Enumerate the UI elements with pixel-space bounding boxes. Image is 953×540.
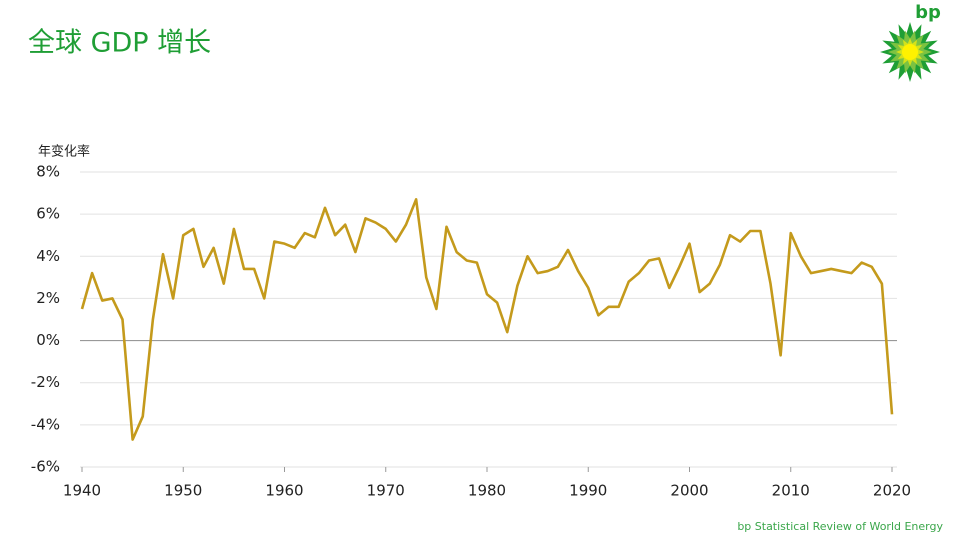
x-tick-label: 1960 xyxy=(265,482,303,500)
x-tick-label: 1950 xyxy=(164,482,202,500)
x-tick-label: 1940 xyxy=(63,482,101,500)
x-tick-label: 1970 xyxy=(367,482,405,500)
y-tick-label: -4% xyxy=(31,415,60,433)
chart-title: 全球 GDP 增长 xyxy=(28,28,211,59)
x-tick-label: 1990 xyxy=(569,482,607,500)
y-axis-label: 年变化率 xyxy=(38,144,90,160)
logo-text: bp xyxy=(915,2,941,23)
y-tick-label: 8% xyxy=(36,163,60,181)
y-tick-label: 0% xyxy=(36,331,60,349)
y-tick-label: 4% xyxy=(36,247,60,265)
logo-center xyxy=(902,44,918,60)
data-line xyxy=(80,198,894,441)
footer: bp Statistical Review of World Energy xyxy=(737,520,943,533)
x-tick-label: 2000 xyxy=(670,482,708,500)
y-tick-label: -6% xyxy=(31,458,60,476)
x-tick-label: 1980 xyxy=(468,482,506,500)
y-tick-label: 6% xyxy=(36,205,60,223)
y-tick-label: 2% xyxy=(36,289,60,307)
y-tick-label: -2% xyxy=(31,373,60,391)
x-tick-label: 2010 xyxy=(772,482,810,500)
x-tick-label: 2020 xyxy=(873,482,911,500)
